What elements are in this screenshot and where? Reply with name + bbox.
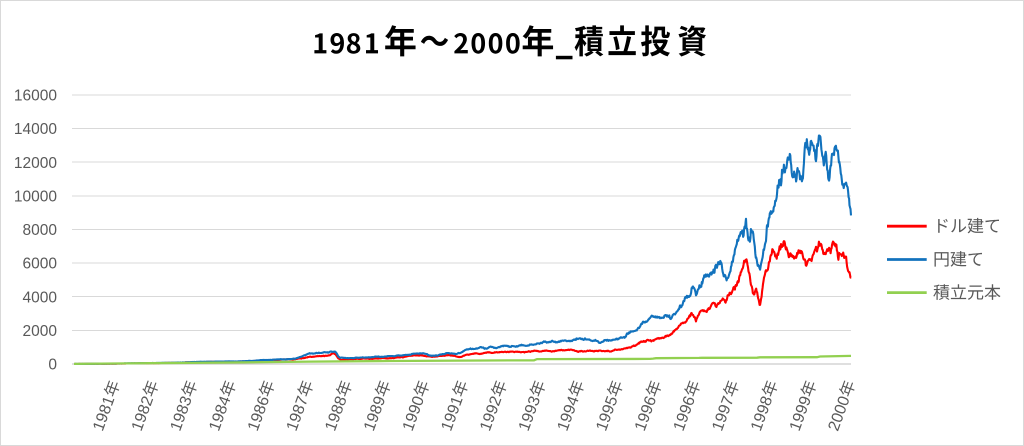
svg-text:12000: 12000 <box>14 155 57 172</box>
svg-text:10000: 10000 <box>14 188 57 205</box>
svg-text:4000: 4000 <box>23 289 58 306</box>
svg-text:16000: 16000 <box>14 88 57 105</box>
svg-text:14000: 14000 <box>14 121 57 138</box>
svg-text:8000: 8000 <box>23 222 58 239</box>
svg-text:6000: 6000 <box>23 256 58 273</box>
svg-text:2000: 2000 <box>23 323 58 340</box>
svg-text:0: 0 <box>48 357 57 374</box>
